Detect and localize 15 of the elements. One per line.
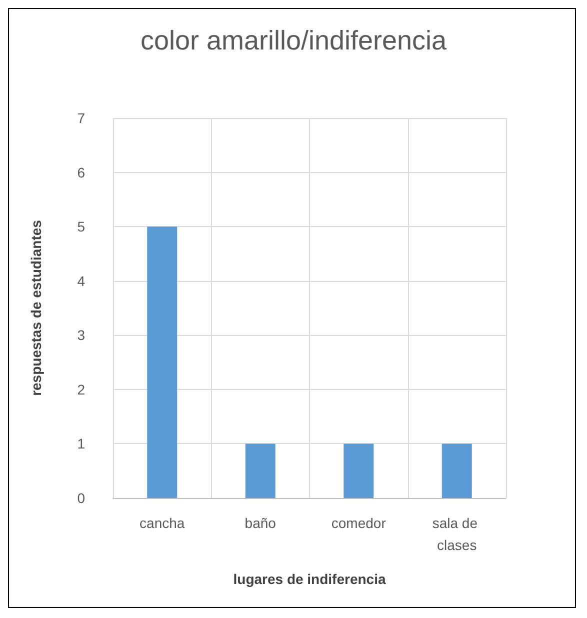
y-tick-label: 6 bbox=[77, 164, 86, 180]
x-tick-label: sala de clases bbox=[432, 515, 482, 553]
y-tick-label: 3 bbox=[77, 327, 86, 344]
x-tick-label: comedor bbox=[331, 515, 386, 531]
x-tick-label: cancha bbox=[140, 515, 185, 531]
y-axis-title: respuestas de estudiantes bbox=[28, 220, 44, 396]
y-tick-label: 7 bbox=[77, 110, 86, 126]
x-tick-label: baño bbox=[244, 515, 276, 531]
y-tick-label: 5 bbox=[77, 218, 86, 235]
y-tick-label: 2 bbox=[77, 381, 86, 398]
x-axis-title: lugares de indiferencia bbox=[233, 571, 386, 587]
y-tick-label: 4 bbox=[77, 272, 86, 289]
y-tick-label: 0 bbox=[77, 490, 86, 506]
y-tick-label: 1 bbox=[77, 436, 86, 452]
chart-title: color amarillo/indiferencia bbox=[140, 26, 448, 56]
